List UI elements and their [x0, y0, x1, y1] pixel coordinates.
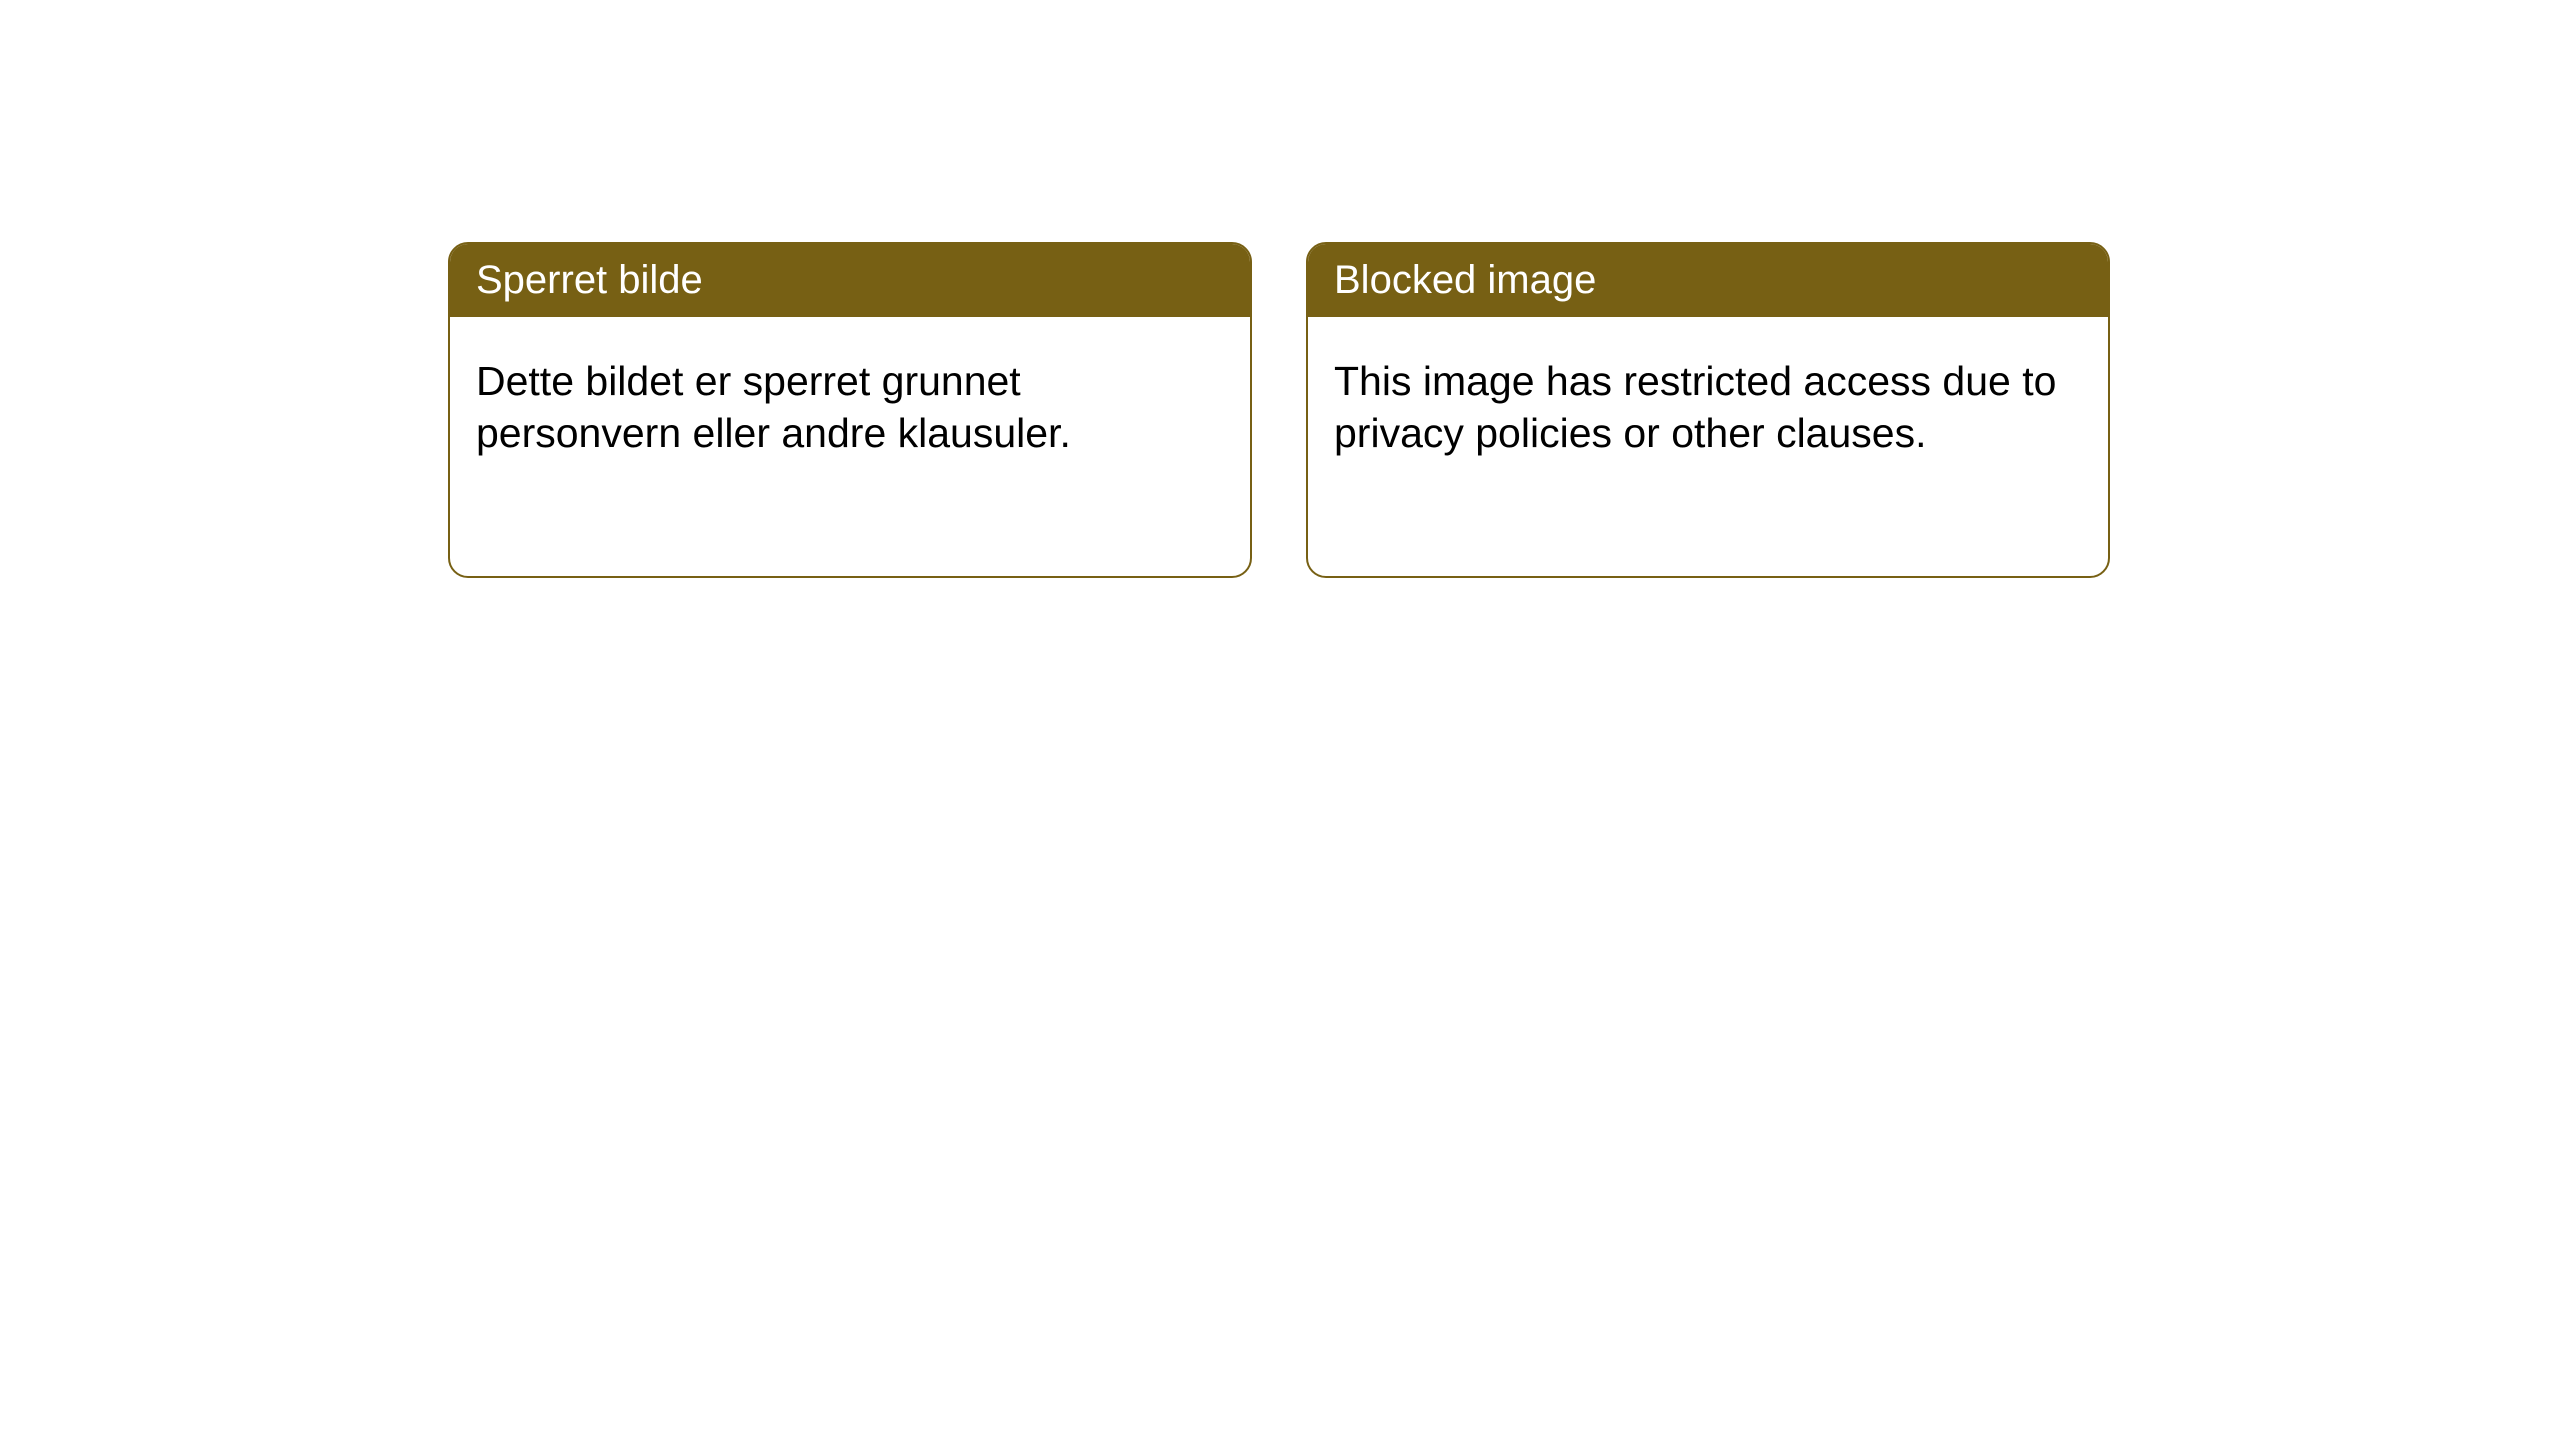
notice-card-english: Blocked image This image has restricted … — [1306, 242, 2110, 578]
notice-container: Sperret bilde Dette bildet er sperret gr… — [0, 0, 2560, 578]
card-body-text: Dette bildet er sperret grunnet personve… — [450, 317, 1250, 498]
card-title: Sperret bilde — [450, 244, 1250, 317]
card-body-text: This image has restricted access due to … — [1308, 317, 2108, 498]
card-title: Blocked image — [1308, 244, 2108, 317]
notice-card-norwegian: Sperret bilde Dette bildet er sperret gr… — [448, 242, 1252, 578]
